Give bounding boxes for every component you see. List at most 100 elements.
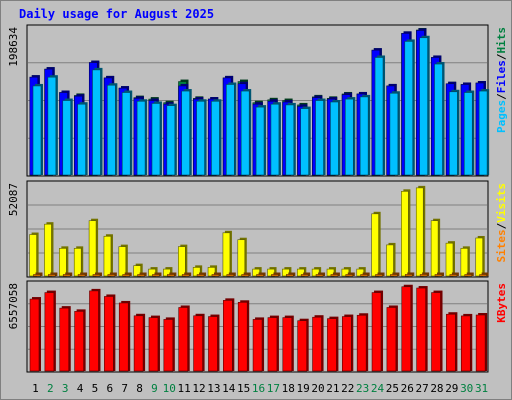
- bar-sites-day-17: [271, 274, 279, 277]
- bar-pages-day-26: [404, 41, 414, 176]
- bar-visits-day-12: [192, 267, 201, 277]
- bar-pages-day-27: [419, 37, 428, 176]
- bar-kbytes-day-16: [252, 319, 263, 372]
- legend-files-label: Files: [495, 60, 508, 93]
- bar-kbytes-day-2: [44, 292, 55, 372]
- x-tick-label-day-13: 13: [207, 382, 220, 395]
- bar-visits-day-24: [371, 213, 379, 277]
- bar-sites-day-18: [286, 274, 294, 277]
- bar-sites-day-24: [375, 274, 383, 277]
- bar-sites-day-29: [449, 274, 458, 277]
- x-tick-label-day-20: 20: [311, 382, 324, 395]
- bar-kbytes-day-28: [431, 292, 441, 372]
- bar-pages-day-9: [151, 103, 161, 176]
- x-tick-label-day-8: 8: [136, 382, 143, 395]
- bar-visits-day-4: [73, 248, 82, 277]
- bar-visits-day-3: [59, 248, 67, 277]
- bar-visits-day-7: [118, 246, 127, 277]
- bar-pages-day-31: [478, 90, 488, 176]
- bar-visits-day-27: [415, 187, 424, 277]
- bar-pages-day-20: [315, 100, 324, 176]
- bar-sites-day-22: [345, 274, 354, 277]
- legend--label: /: [495, 93, 508, 100]
- bar-visits-day-2: [44, 223, 52, 277]
- bar-kbytes-day-23: [356, 314, 367, 372]
- bar-sites-day-14: [226, 274, 235, 277]
- bar-sites-day-11: [181, 274, 190, 277]
- legend-kbytes-label: KBytes: [495, 283, 508, 323]
- bar-kbytes-day-20: [312, 316, 322, 372]
- bar-pages-day-30: [463, 92, 473, 176]
- bar-pages-day-6: [107, 84, 116, 176]
- x-tick-label-day-28: 28: [430, 382, 443, 395]
- bar-kbytes-day-24: [371, 292, 382, 372]
- bar-visits-day-26: [401, 191, 409, 277]
- bar-kbytes-day-27: [416, 287, 426, 372]
- bar-visits-day-29: [445, 242, 454, 277]
- bar-visits-day-15: [237, 239, 246, 277]
- bar-kbytes-day-21: [327, 318, 337, 372]
- bar-sites-day-16: [256, 274, 264, 277]
- x-tick-label-day-6: 6: [106, 382, 113, 395]
- legend-visits-label: Visits: [495, 183, 508, 223]
- x-tick-label-day-3: 3: [62, 382, 69, 395]
- bar-kbytes-day-9: [148, 317, 159, 372]
- x-tick-label-day-30: 30: [460, 382, 473, 395]
- bar-visits-day-6: [103, 235, 112, 277]
- legend--label: /: [495, 222, 508, 229]
- bar-visits-day-14: [222, 232, 231, 277]
- bar-sites-day-7: [122, 274, 131, 277]
- bar-kbytes-day-1: [29, 298, 40, 372]
- x-tick-label-day-15: 15: [237, 382, 250, 395]
- x-tick-label-day-22: 22: [341, 382, 354, 395]
- bar-sites-day-26: [404, 274, 413, 277]
- bar-pages-day-7: [121, 92, 131, 176]
- bar-pages-day-3: [62, 100, 72, 176]
- bar-kbytes-day-30: [460, 315, 471, 372]
- bar-kbytes-day-3: [59, 307, 70, 372]
- bar-pages-day-28: [434, 63, 443, 176]
- legend-hits-label: Hits: [495, 27, 508, 54]
- x-tick-label-day-16: 16: [252, 382, 265, 395]
- bar-kbytes-day-13: [208, 316, 218, 372]
- x-tick-label-day-9: 9: [151, 382, 158, 395]
- x-tick-label-day-14: 14: [222, 382, 236, 395]
- bar-sites-day-12: [196, 274, 205, 277]
- bar-kbytes-day-15: [237, 301, 248, 372]
- bar-kbytes-day-29: [446, 313, 456, 372]
- x-tick-label-day-29: 29: [445, 382, 458, 395]
- bar-sites-day-19: [300, 274, 309, 277]
- bar-pages-day-17: [270, 103, 280, 176]
- panel-hits-legend: Pages/Files/Hits: [495, 27, 508, 133]
- bar-pages-day-24: [374, 57, 384, 176]
- bar-kbytes-day-31: [475, 314, 486, 372]
- bar-kbytes-day-18: [282, 317, 293, 372]
- bar-sites-day-31: [479, 274, 487, 277]
- x-tick-label-day-21: 21: [326, 382, 339, 395]
- x-tick-label-day-24: 24: [371, 382, 385, 395]
- bar-pages-day-4: [77, 103, 86, 176]
- x-tick-label-day-23: 23: [356, 382, 369, 395]
- panel-hits-ymax-label: 198634: [7, 27, 20, 67]
- bar-visits-day-31: [475, 237, 484, 277]
- bar-kbytes-day-4: [74, 311, 84, 372]
- bar-sites-day-2: [48, 274, 56, 277]
- bar-kbytes-day-22: [341, 316, 352, 372]
- bar-pages-day-21: [330, 101, 339, 176]
- x-tick-label-day-19: 19: [296, 382, 309, 395]
- bar-pages-day-29: [449, 91, 458, 176]
- bar-kbytes-day-14: [223, 300, 233, 372]
- bar-kbytes-day-25: [386, 307, 397, 372]
- bar-visits-day-11: [178, 246, 186, 277]
- bar-visits-day-25: [386, 244, 394, 277]
- x-tick-label-day-12: 12: [192, 382, 205, 395]
- legend-sites-label: Sites: [495, 229, 508, 262]
- bar-sites-day-10: [167, 274, 175, 277]
- bar-pages-day-10: [166, 105, 176, 176]
- bar-sites-day-28: [434, 274, 443, 277]
- x-tick-label-day-27: 27: [415, 382, 428, 395]
- bar-pages-day-15: [240, 90, 250, 176]
- bar-pages-day-1: [32, 85, 42, 176]
- panel-kbytes-legend: KBytes: [495, 283, 508, 323]
